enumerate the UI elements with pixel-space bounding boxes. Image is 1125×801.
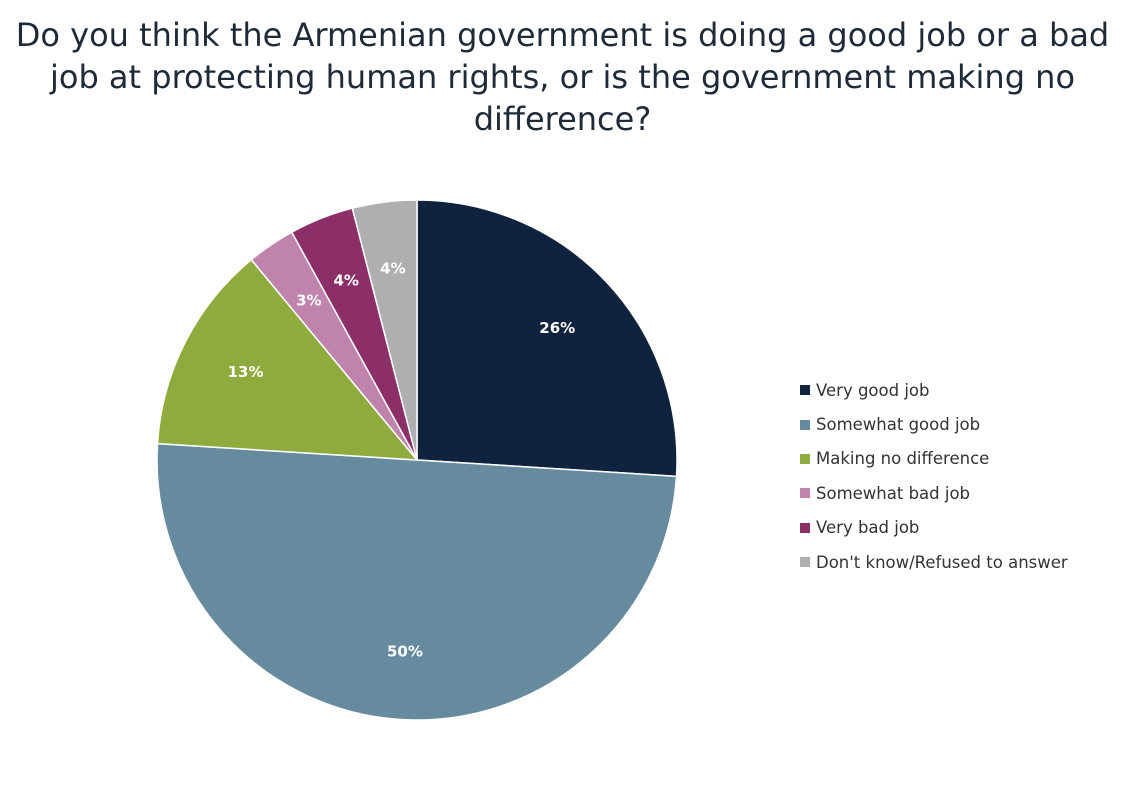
legend-swatch [800, 385, 810, 396]
pie-slice-making-no-difference [156, 258, 418, 461]
legend-swatch [800, 557, 810, 568]
chart-legend: Very good job Somewhat good job Making no … [800, 373, 1120, 579]
pie-labels: 26% 50% 13% 3% 4% 4% [228, 260, 576, 661]
legend-label: Don't know/Refused to answer [816, 552, 1068, 572]
legend-swatch [800, 488, 810, 499]
data-label-very-bad-job: 4% [333, 272, 358, 290]
data-label-very-good-job: 26% [539, 319, 575, 337]
legend-item-very-bad-job: Very bad job [800, 511, 1120, 545]
legend-label: Very good job [816, 380, 930, 400]
legend-item-somewhat-good-job: Somewhat good job [800, 407, 1120, 441]
legend-item-don-t-know-refused-to-answer: Don't know/Refused to answer [800, 545, 1120, 579]
data-label-somewhat-bad-job: 3% [296, 291, 321, 309]
legend-item-very-good-job: Very good job [800, 373, 1120, 407]
legend-item-somewhat-bad-job: Somewhat bad job [800, 476, 1120, 510]
data-label-don-t-know-refused-to-answer: 4% [380, 260, 405, 278]
pie-slices [156, 199, 678, 721]
chart-title: Do you think the Armenian government is … [15, 16, 1110, 138]
legend-item-making-no-difference: Making no difference [800, 442, 1120, 476]
pie-slice-very-good-job [416, 199, 678, 478]
legend-label: Very bad job [816, 518, 920, 538]
pie-slice-don-t-know-refused-to-answer [351, 199, 418, 461]
legend-label: Somewhat good job [816, 415, 981, 435]
data-label-making-no-difference: 13% [228, 363, 264, 381]
pie-slice-somewhat-good-job [156, 442, 678, 721]
data-label-somewhat-good-job: 50% [387, 643, 423, 661]
legend-swatch [800, 453, 810, 464]
legend-swatch [800, 522, 810, 533]
legend-swatch [800, 419, 810, 430]
legend-label: Making no difference [816, 449, 990, 469]
legend-label: Somewhat bad job [816, 483, 971, 503]
